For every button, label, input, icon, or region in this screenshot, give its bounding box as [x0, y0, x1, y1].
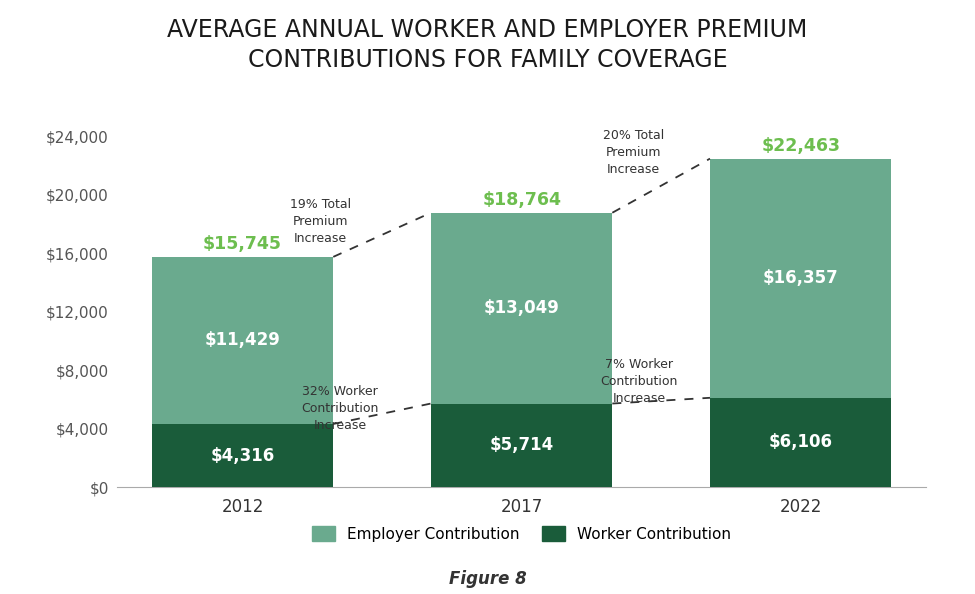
Text: 7% Worker
Contribution
Increase: 7% Worker Contribution Increase — [601, 358, 678, 406]
Text: $15,745: $15,745 — [203, 235, 282, 253]
Text: $18,764: $18,764 — [482, 191, 562, 209]
Bar — [152, 424, 333, 487]
Text: 19% Total
Premium
Increase: 19% Total Premium Increase — [291, 198, 351, 245]
Text: Figure 8: Figure 8 — [448, 570, 526, 588]
Bar — [710, 398, 891, 487]
Text: $6,106: $6,106 — [768, 434, 833, 451]
Text: $11,429: $11,429 — [205, 331, 281, 349]
Bar — [710, 159, 891, 398]
Text: 32% Worker
Contribution
Increase: 32% Worker Contribution Increase — [301, 385, 379, 432]
Text: AVERAGE ANNUAL WORKER AND EMPLOYER PREMIUM
CONTRIBUTIONS FOR FAMILY COVERAGE: AVERAGE ANNUAL WORKER AND EMPLOYER PREMI… — [168, 18, 807, 72]
Legend: Employer Contribution, Worker Contribution: Employer Contribution, Worker Contributi… — [306, 520, 737, 548]
Text: $4,316: $4,316 — [211, 447, 275, 465]
Text: $13,049: $13,049 — [484, 299, 560, 317]
Text: 20% Total
Premium
Increase: 20% Total Premium Increase — [603, 129, 664, 176]
Text: $22,463: $22,463 — [761, 137, 840, 155]
Bar — [431, 403, 612, 487]
Text: $5,714: $5,714 — [489, 437, 554, 454]
Bar — [431, 213, 612, 403]
Text: $16,357: $16,357 — [762, 269, 838, 287]
Bar — [152, 257, 333, 424]
